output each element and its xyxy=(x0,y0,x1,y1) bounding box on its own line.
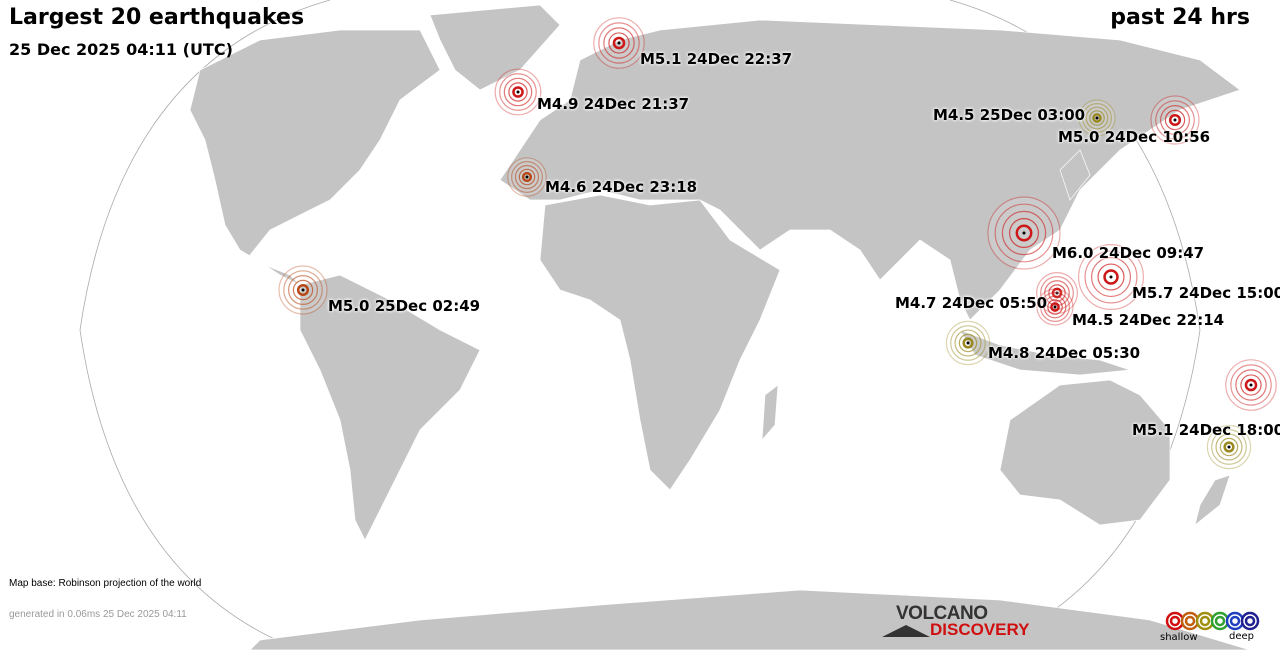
quake-label[interactable]: M5.0 25Dec 02:49 xyxy=(328,297,481,315)
land-eurasia xyxy=(499,19,1241,321)
legend-swatch xyxy=(1180,611,1200,631)
quake-label[interactable]: M5.0 24Dec 10:56 xyxy=(1058,128,1211,146)
quake-marker[interactable] xyxy=(945,320,991,366)
legend-shallow: shallow xyxy=(1160,632,1198,643)
quake-label[interactable]: M5.7 24Dec 15:00 xyxy=(1132,284,1280,302)
quake-label[interactable]: M4.6 24Dec 23:18 xyxy=(545,178,698,196)
quake-marker[interactable] xyxy=(1225,359,1277,411)
quake-label[interactable]: M4.5 24Dec 22:14 xyxy=(1072,311,1225,329)
map-title: Largest 20 earthquakes xyxy=(9,5,305,30)
land-north-america xyxy=(189,29,441,286)
quake-marker[interactable] xyxy=(1078,99,1116,137)
land-africa xyxy=(539,194,781,491)
legend-swatch xyxy=(1165,611,1185,631)
land-indonesia xyxy=(959,329,1131,376)
time-period: past 24 hrs xyxy=(1110,5,1250,30)
quake-marker[interactable] xyxy=(507,157,547,197)
quake-marker[interactable] xyxy=(494,68,542,116)
quake-label[interactable]: M4.9 24Dec 21:37 xyxy=(537,95,690,113)
quake-label[interactable]: M6.0 24Dec 09:47 xyxy=(1052,244,1205,262)
quake-marker[interactable] xyxy=(987,196,1061,270)
legend-swatch xyxy=(1229,615,1241,627)
quake-marker[interactable] xyxy=(1036,288,1074,326)
legend-swatch xyxy=(1244,615,1256,627)
quake-marker[interactable] xyxy=(593,17,645,69)
depth-legend: shallow deep xyxy=(1160,610,1270,643)
land-madagascar xyxy=(761,384,779,442)
legend-swatch xyxy=(1184,615,1196,627)
legend-swatch xyxy=(1214,615,1226,627)
map-base-note: Map base: Robinson projection of the wor… xyxy=(9,578,202,589)
quake-label[interactable]: M4.5 25Dec 03:00 xyxy=(933,106,1086,124)
quake-label[interactable]: M5.1 24Dec 22:37 xyxy=(640,50,793,68)
quake-label[interactable]: M4.8 24Dec 05:30 xyxy=(988,344,1141,362)
land-australia xyxy=(999,379,1171,526)
land-japan xyxy=(1059,149,1091,201)
legend-swatch xyxy=(1195,611,1215,631)
quake-marker[interactable] xyxy=(278,265,328,315)
volcano-icon xyxy=(882,625,930,637)
legend-swatch xyxy=(1169,615,1181,627)
land-antarctica xyxy=(249,589,1251,650)
legend-swatch xyxy=(1199,615,1211,627)
legend-swatch xyxy=(1210,611,1230,631)
generated-note: generated in 0.06ms 25 Dec 2025 04:11 xyxy=(9,609,187,620)
volcano-discovery-logo[interactable]: VOLCANO DISCOVERY xyxy=(882,603,1032,643)
land-greenland xyxy=(429,4,561,91)
quake-marker[interactable] xyxy=(1077,244,1144,311)
legend-swatch xyxy=(1225,611,1245,631)
depth-color-scale xyxy=(1165,611,1260,631)
land-new-zealand xyxy=(1194,474,1231,526)
quake-marker[interactable] xyxy=(1206,424,1252,470)
quake-marker[interactable] xyxy=(1150,95,1200,145)
legend-swatch xyxy=(1240,611,1260,631)
land-south-america xyxy=(299,274,481,541)
quake-label[interactable]: M4.7 24Dec 05:50 xyxy=(895,294,1048,312)
quake-label[interactable]: M5.1 24Dec 18:00 xyxy=(1132,421,1280,439)
map-datetime: 25 Dec 2025 04:11 (UTC) xyxy=(9,40,233,59)
legend-deep: deep xyxy=(1229,631,1254,642)
